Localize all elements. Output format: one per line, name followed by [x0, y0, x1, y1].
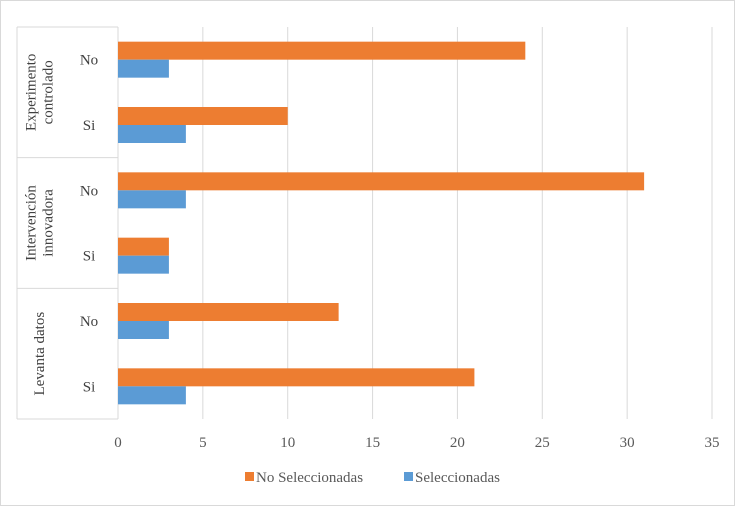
bar	[118, 255, 169, 274]
legend-swatch	[245, 472, 254, 481]
bar	[118, 107, 288, 125]
x-tick-label: 35	[705, 435, 720, 451]
group-label-line: controlado	[41, 60, 57, 124]
x-tick-label: 30	[620, 435, 635, 451]
legend-label: Seleccionadas	[415, 470, 500, 486]
category-label: No	[80, 183, 98, 199]
category-label: Si	[83, 249, 96, 265]
legend-swatch	[404, 472, 413, 481]
group-label-line: Intervención	[24, 185, 40, 261]
group-label: Experimentocontrolado	[24, 54, 57, 131]
bar	[118, 237, 169, 256]
category-label: Si	[83, 379, 96, 395]
category-axis	[16, 26, 119, 420]
group-label: Intervencióninnovadora	[24, 185, 57, 261]
bar	[118, 321, 169, 339]
x-tick-label: 10	[280, 435, 295, 451]
category-label: No	[80, 314, 98, 330]
group-label-line: Levanta datos	[32, 312, 48, 396]
group-label-line: innovadora	[41, 189, 57, 257]
bar	[118, 386, 186, 405]
bar	[118, 368, 475, 387]
x-tick-label: 5	[199, 435, 207, 451]
bar	[118, 59, 169, 78]
group-label-line: Experimento	[24, 54, 40, 131]
legend-label: No Seleccionadas	[256, 470, 363, 486]
gridlines	[202, 27, 713, 419]
axis-labels: 0 5 10 15 20 25 30 35 Experimentocontrolado Inter…	[24, 53, 720, 451]
bar	[118, 125, 186, 143]
x-tick-label: 15	[365, 435, 380, 451]
x-tick-label: 20	[450, 435, 465, 451]
group-label: Levanta datos	[32, 312, 48, 396]
bar	[118, 303, 339, 321]
bar	[118, 190, 186, 209]
bars	[118, 41, 645, 405]
x-tick-label: 0	[114, 435, 122, 451]
category-label: Si	[83, 118, 96, 134]
bar	[118, 172, 645, 191]
bar	[118, 41, 526, 60]
x-tick-label: 25	[535, 435, 550, 451]
category-label: No	[80, 53, 98, 69]
legend: No Seleccionadas Seleccionadas	[245, 470, 500, 486]
